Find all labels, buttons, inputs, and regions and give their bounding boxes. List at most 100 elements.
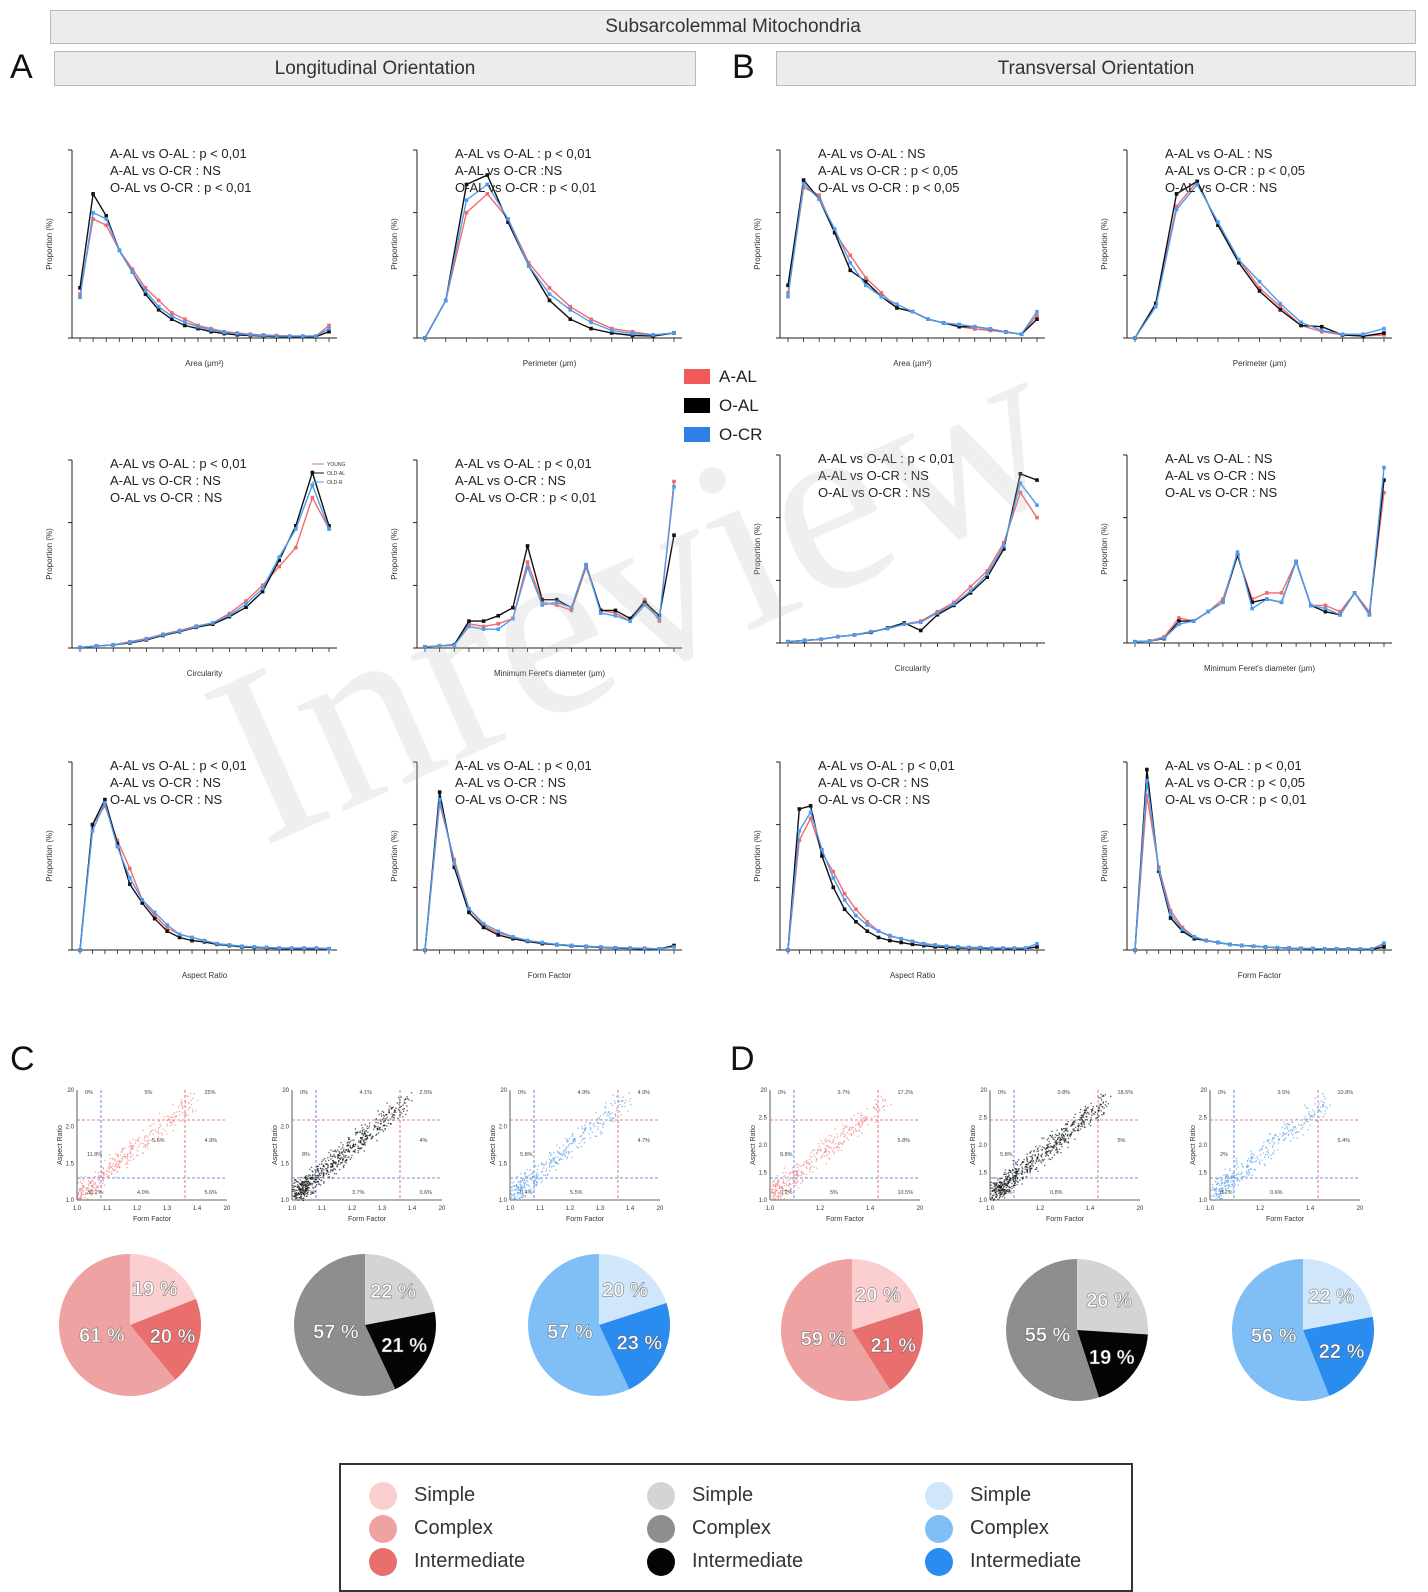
scatter-point [1041,1149,1043,1151]
data-point [540,940,544,945]
scatter-point [128,1146,130,1148]
scatter-point [355,1134,357,1136]
scatter-point [844,1135,846,1137]
data-point [609,326,614,331]
scatter-point [314,1190,316,1192]
scatter-point [1246,1172,1248,1174]
scatter-point [511,1193,513,1195]
scatter-point [613,1120,615,1122]
scatter-point [1014,1176,1017,1178]
scatter-point [1220,1179,1222,1182]
scatter-point [566,1157,568,1159]
scatter-point [1318,1109,1320,1111]
scatter-point [1056,1148,1058,1150]
scatter-point [820,1157,822,1159]
scatter-point [813,1149,816,1151]
scatter-point [110,1171,112,1173]
scatter-point [517,1187,519,1190]
scatter-point [108,1176,110,1179]
scatter-point [597,1126,599,1128]
scatter-point [1081,1116,1083,1118]
scatter-point [1236,1179,1238,1181]
scatter-point [834,1128,837,1130]
scatter-point [1253,1154,1255,1156]
scatter-point [95,1188,97,1190]
scatter-point [1269,1142,1271,1144]
scatter-point [1063,1141,1066,1143]
y-tick-label: 2.0 [66,1125,75,1131]
scatter-point [797,1187,799,1189]
scatter-point [381,1118,383,1121]
data-point [1382,326,1386,331]
scatter-point [307,1183,309,1185]
scatter-point [1100,1104,1102,1106]
x-axis-label: Form Factor [133,1216,172,1223]
scatter-point [338,1163,340,1165]
scatter-point [562,1153,564,1156]
scatter-point [796,1166,798,1168]
scatter-point [157,1136,160,1138]
scatter-point [126,1161,128,1163]
scatter-point [1267,1149,1269,1151]
scatter-point [861,1123,863,1125]
scatter-point [1042,1160,1044,1162]
scatter-point [88,1185,90,1187]
scatter-point [125,1163,127,1165]
scatter-point [102,1191,105,1193]
scatter-point [1250,1150,1252,1152]
scatter-point [1058,1143,1060,1145]
scatter-point [1231,1174,1233,1176]
scatter-point [1004,1191,1007,1193]
scatter-point [998,1190,1000,1192]
quadrant-percent: 0.2% [780,1190,793,1196]
scatter-point [365,1134,367,1136]
scatter-point [1030,1160,1032,1162]
scatter-point [808,1163,810,1165]
scatter-point [1055,1143,1057,1145]
scatter-point [1224,1182,1226,1185]
scatter-point [801,1170,803,1173]
scatter-point [773,1180,775,1183]
y-axis-label: Proportion (%) [1100,218,1109,270]
scatter-point [995,1190,997,1192]
data-point [452,861,457,866]
scatter-point [357,1147,359,1149]
scatter-point [854,1128,856,1130]
scatter-point [597,1128,599,1130]
scatter-point [1008,1171,1010,1174]
scatter-point [302,1187,304,1189]
data-point [1263,945,1268,949]
legend-dot [647,1514,675,1543]
scatter-point [596,1118,599,1120]
scatter-point [127,1159,129,1161]
scatter-point [1010,1177,1012,1180]
scatter-point [997,1186,999,1188]
scatter-point [1060,1137,1062,1139]
scatter-point [1000,1182,1002,1184]
data-point [496,627,501,631]
scatter-point [321,1170,323,1172]
stats-line: A-AL vs O-CR : NS [818,468,929,483]
panel-letter-c: C [10,1040,35,1078]
scatter-point [882,1105,885,1107]
scatter-point [1221,1190,1223,1192]
scatter-point [88,1182,90,1184]
scatter-point [324,1157,326,1160]
scatter-point [366,1137,368,1139]
scatter-point [1029,1170,1031,1172]
scatter-point [556,1144,558,1147]
scatter-point [806,1160,808,1162]
scatter-point [338,1153,341,1155]
panel-letter-a: A [10,48,33,86]
scatter-point [571,1156,573,1159]
data-point [177,935,182,940]
data-point [831,869,836,874]
scatter-point [1318,1103,1321,1105]
scatter-point [1236,1173,1238,1176]
scatter-point [1264,1153,1267,1156]
scatter-point [97,1185,100,1188]
scatter-point [564,1156,566,1158]
data-point [264,945,269,950]
scatter-point [999,1182,1001,1184]
scatter-point [124,1153,126,1155]
